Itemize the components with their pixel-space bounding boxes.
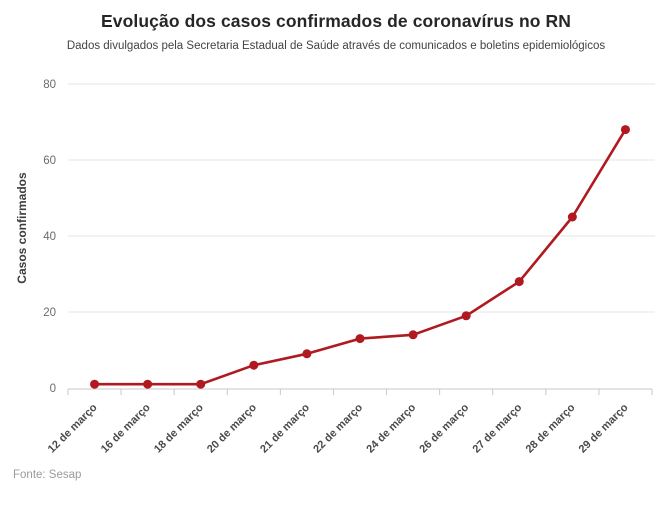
y-tick-label: 60: [43, 155, 56, 167]
data-point: [461, 311, 471, 321]
data-point: [302, 349, 312, 359]
data-point: [408, 330, 418, 340]
x-category-label: 29 de março: [577, 401, 631, 455]
x-category-label: 26 de março: [417, 401, 471, 455]
data-point: [249, 360, 259, 370]
chart-title: Evolução dos casos confirmados de corona…: [101, 11, 571, 31]
data-point: [620, 125, 630, 135]
x-category-label: 20 de março: [205, 401, 259, 455]
data-point: [196, 379, 206, 389]
y-tick-label: 80: [43, 79, 56, 91]
x-category-label: 22 de março: [311, 401, 365, 455]
data-point: [514, 277, 524, 287]
y-tick-label: 20: [43, 307, 56, 319]
data-point: [355, 334, 365, 344]
y-tick-label: 0: [50, 383, 56, 395]
chart-subtitle: Dados divulgados pela Secretaria Estadua…: [66, 40, 606, 52]
x-category-label: 12 de março: [46, 401, 100, 455]
x-category-label: 21 de março: [258, 401, 312, 455]
data-line: [93, 128, 627, 386]
data-point: [90, 379, 100, 389]
x-category-label: 24 de março: [364, 401, 418, 455]
y-tick-label: 40: [43, 231, 56, 243]
source-note: Fonte: Sesap: [13, 469, 82, 481]
data-point: [567, 212, 577, 222]
x-category-label: 18 de março: [152, 401, 206, 455]
x-category-label: 27 de março: [471, 401, 525, 455]
data-point: [143, 379, 153, 389]
x-category-label: 28 de março: [524, 401, 578, 455]
x-category-label: 16 de março: [99, 401, 153, 455]
